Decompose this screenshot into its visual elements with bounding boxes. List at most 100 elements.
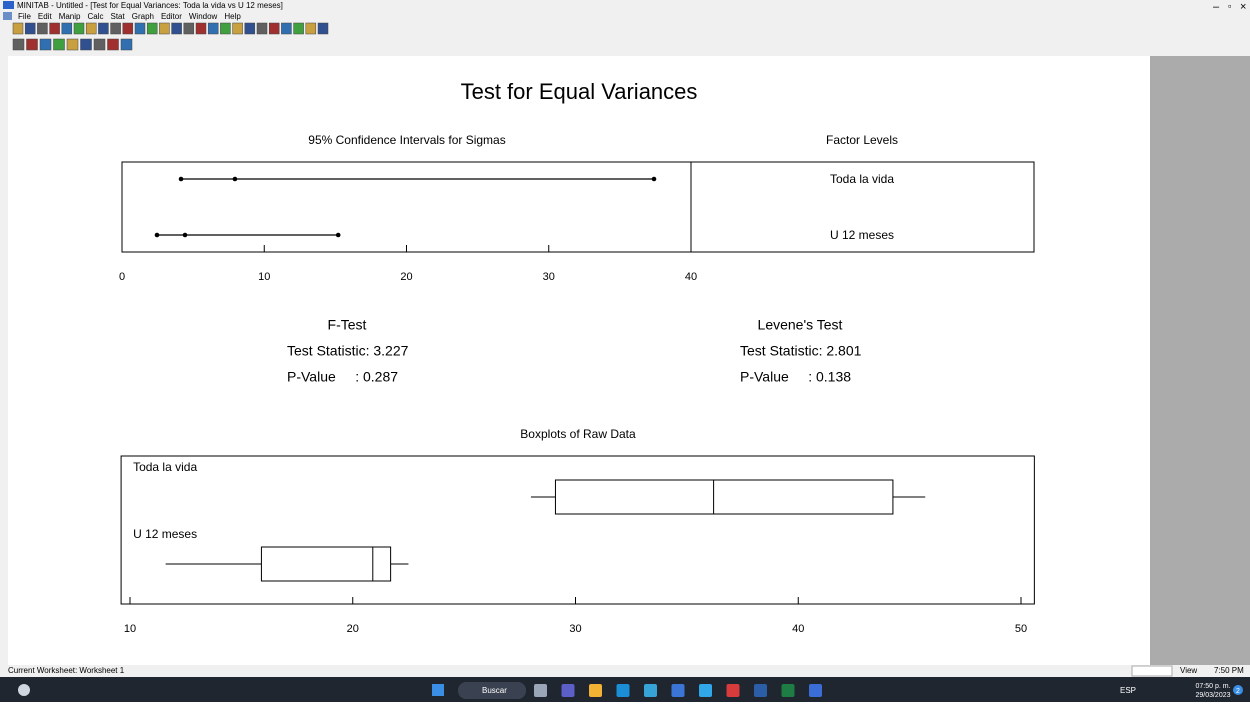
clock-time: 07:50 p. m.	[1195, 683, 1230, 690]
tool-button[interactable]	[220, 22, 231, 35]
chart-title: 95% Confidence Intervals for Sigmas	[308, 133, 505, 147]
plot-frame	[120, 455, 1035, 605]
ci-point	[178, 176, 184, 182]
ci-point	[651, 176, 657, 182]
taskbar-app[interactable]	[754, 684, 767, 697]
plot-frame	[121, 161, 1035, 253]
tool-button[interactable]	[26, 38, 38, 51]
tool-button[interactable]	[207, 22, 219, 35]
taskbar-app[interactable]	[671, 684, 685, 697]
test-statistic: Test Statistic: 2.801	[740, 343, 862, 359]
tool-button[interactable]	[66, 38, 79, 51]
graph-title: Test for Equal Variances	[461, 79, 698, 104]
test-p-value: P-Value : 0.138	[740, 369, 851, 385]
x-tick-label: 30	[569, 623, 581, 635]
mdi-background	[1150, 56, 1250, 665]
tool-button[interactable]	[107, 38, 119, 51]
tool-button[interactable]	[49, 22, 60, 35]
x-tick-label: 30	[543, 271, 555, 283]
ci-point	[182, 232, 188, 238]
taskbar-app[interactable]	[726, 684, 740, 697]
clock-date: 29/03/2023	[1195, 692, 1230, 699]
tool-button[interactable]	[80, 38, 92, 51]
tool-button[interactable]	[85, 22, 97, 35]
search-text: Buscar	[482, 686, 507, 695]
menu-item[interactable]: Editor	[161, 12, 182, 21]
taskbar-app[interactable]	[699, 684, 712, 697]
taskbar-app[interactable]	[644, 684, 657, 697]
x-tick-label: 40	[792, 623, 804, 635]
tool-button[interactable]	[110, 22, 121, 35]
restore[interactable]: ▫	[1228, 2, 1232, 13]
tool-button[interactable]	[120, 38, 133, 51]
taskbar-app[interactable]	[534, 684, 547, 697]
menu-icon	[3, 12, 12, 20]
tool-button[interactable]	[73, 22, 85, 35]
menu-item[interactable]: File	[18, 12, 31, 21]
status-bar	[0, 665, 1250, 677]
x-tick-label: 10	[258, 271, 270, 283]
tool-button[interactable]	[122, 22, 134, 35]
search-box[interactable]	[458, 682, 526, 699]
tool-button[interactable]	[159, 22, 170, 35]
status-cell	[1131, 665, 1173, 677]
tool-button[interactable]	[146, 22, 158, 35]
tool-button[interactable]	[12, 38, 25, 51]
tool-button[interactable]	[37, 22, 48, 35]
language: ESP	[1120, 686, 1136, 695]
tool-button[interactable]	[12, 22, 24, 35]
menu-item[interactable]: Calc	[87, 12, 103, 21]
factor-level: U 12 meses	[830, 228, 894, 242]
test-statistic: Test Statistic: 3.227	[287, 343, 409, 359]
status-mode: View	[1180, 666, 1197, 675]
chart-title: Boxplots of Raw Data	[520, 427, 636, 441]
tool-button[interactable]	[61, 22, 73, 35]
menu-item[interactable]: Stat	[111, 12, 126, 21]
x-tick-label: 20	[347, 623, 359, 635]
factor-header: Factor Levels	[826, 133, 898, 147]
menu-item[interactable]: Edit	[38, 12, 53, 21]
menu-bar: File Edit Manip Calc Stat Graph Editor Window He…	[3, 12, 241, 21]
tool-button[interactable]	[293, 22, 304, 35]
taskbar-app[interactable]	[809, 684, 822, 697]
taskbar-app[interactable]	[589, 684, 602, 697]
tool-button[interactable]	[232, 22, 243, 35]
tool-button[interactable]	[281, 22, 292, 35]
menu-item[interactable]: Manip	[59, 12, 81, 21]
taskbar-app[interactable]	[781, 684, 795, 697]
tool-button[interactable]	[171, 22, 182, 35]
tool-button[interactable]	[39, 38, 52, 51]
tool-button[interactable]	[268, 22, 280, 35]
close[interactable]: ×	[1240, 1, 1246, 13]
tool-button[interactable]	[98, 22, 109, 35]
start-button[interactable]	[432, 684, 444, 696]
menu-item[interactable]: Help	[224, 12, 241, 21]
tool-button[interactable]	[134, 22, 146, 35]
tool-button[interactable]	[244, 22, 256, 35]
app-icon	[3, 1, 14, 9]
notification-count: 2	[1236, 688, 1240, 695]
tool-button[interactable]	[305, 22, 317, 35]
x-tick-label: 40	[685, 271, 697, 283]
tool-button[interactable]	[93, 38, 106, 51]
tool-button[interactable]	[53, 38, 65, 51]
ci-point	[154, 232, 160, 238]
tool-button[interactable]	[317, 22, 329, 35]
factor-level: Toda la vida	[830, 172, 894, 186]
tool-button[interactable]	[24, 22, 36, 35]
box	[260, 546, 392, 582]
box	[554, 479, 894, 515]
tool-button[interactable]	[256, 22, 268, 35]
status-worksheet: Current Worksheet: Worksheet 1	[8, 666, 125, 675]
menu-item[interactable]: Window	[189, 12, 218, 21]
widget-icon[interactable]	[18, 684, 30, 696]
tool-button[interactable]	[183, 22, 195, 35]
notification-badge[interactable]	[1233, 685, 1243, 695]
tool-button[interactable]	[195, 22, 207, 35]
x-tick-label: 20	[400, 271, 412, 283]
taskbar-app[interactable]	[561, 684, 575, 697]
taskbar-app[interactable]	[616, 684, 630, 697]
minimize[interactable]: –	[1213, 1, 1220, 13]
menu-item[interactable]: Graph	[132, 12, 154, 21]
